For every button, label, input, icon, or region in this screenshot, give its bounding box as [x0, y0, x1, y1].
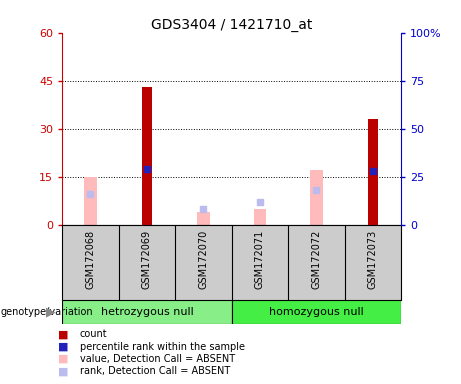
Text: GSM172068: GSM172068 [85, 230, 95, 289]
Title: GDS3404 / 1421710_at: GDS3404 / 1421710_at [151, 18, 313, 31]
Point [87, 191, 94, 197]
Bar [231, 300, 401, 324]
Text: GSM172073: GSM172073 [368, 230, 378, 289]
Text: ■: ■ [58, 342, 68, 352]
Text: value, Detection Call = ABSENT: value, Detection Call = ABSENT [80, 354, 235, 364]
Text: count: count [80, 329, 107, 339]
Text: homozygous null: homozygous null [269, 307, 364, 317]
Text: GSM172072: GSM172072 [311, 230, 321, 289]
Bar [254, 209, 266, 225]
Text: hetrozygous null: hetrozygous null [100, 307, 193, 317]
Text: GSM172069: GSM172069 [142, 230, 152, 289]
Bar [142, 87, 152, 225]
Point [256, 199, 264, 205]
Text: rank, Detection Call = ABSENT: rank, Detection Call = ABSENT [80, 366, 230, 376]
Text: GSM172071: GSM172071 [255, 230, 265, 289]
Bar [368, 119, 378, 225]
Text: genotype/variation: genotype/variation [1, 307, 94, 317]
Bar [62, 300, 231, 324]
Text: ▶: ▶ [46, 306, 55, 318]
Bar [310, 170, 323, 225]
Text: ■: ■ [58, 366, 68, 376]
Bar [84, 177, 97, 225]
Text: GSM172070: GSM172070 [198, 230, 208, 289]
Text: percentile rank within the sample: percentile rank within the sample [80, 342, 245, 352]
Point [313, 187, 320, 193]
Text: ■: ■ [58, 354, 68, 364]
Point [143, 166, 151, 172]
Text: ■: ■ [58, 329, 68, 339]
Point [200, 206, 207, 212]
Point [369, 168, 377, 174]
Bar [197, 212, 210, 225]
